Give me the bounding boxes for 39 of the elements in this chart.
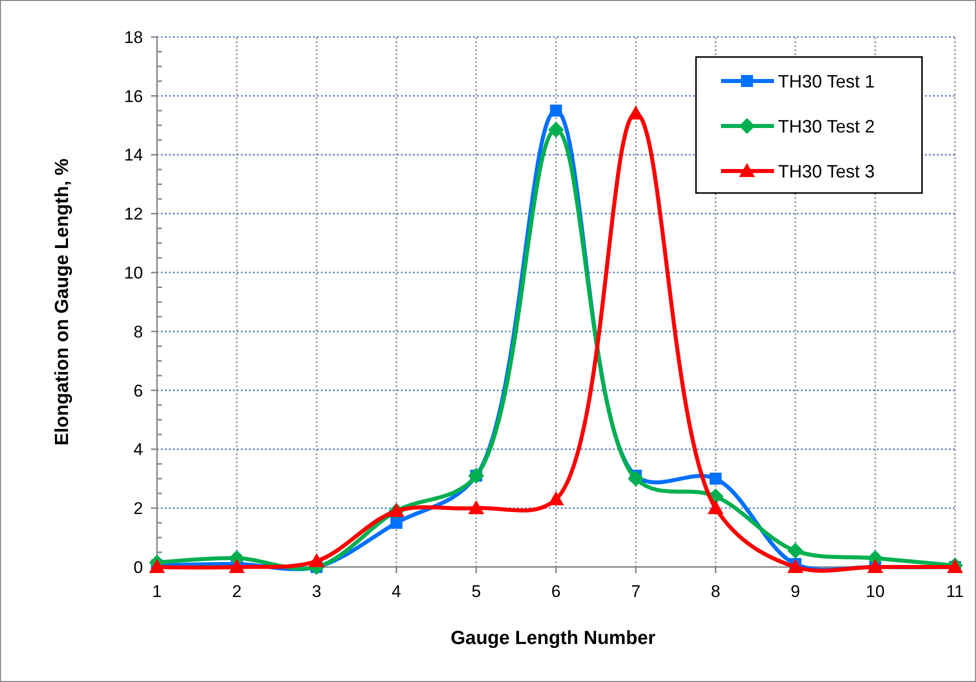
point <box>228 559 245 573</box>
x-tick-label: 10 <box>866 582 885 601</box>
point <box>548 122 564 138</box>
x-tick-label: 9 <box>790 582 800 601</box>
x-tick-label: 1 <box>152 582 162 601</box>
y-tick-label: 16 <box>124 86 143 106</box>
point <box>548 491 564 506</box>
y-tick-label: 8 <box>134 322 143 342</box>
x-tick-label: 6 <box>551 582 561 601</box>
legend-label: TH30 Test 1 <box>778 71 875 92</box>
y-tick-label: 14 <box>124 146 143 165</box>
point <box>708 500 724 514</box>
y-tick-label: 18 <box>124 28 143 47</box>
x-axis-title: Gauge Length Number <box>450 628 656 649</box>
point <box>710 472 722 485</box>
x-tick-label: 8 <box>710 582 720 601</box>
point <box>787 559 804 573</box>
x-tick-label: 11 <box>946 582 964 601</box>
point <box>550 104 562 117</box>
x-tick-label: 7 <box>631 582 641 601</box>
point <box>390 516 402 529</box>
point <box>468 500 484 514</box>
x-tick-label: 4 <box>392 582 402 601</box>
x-tick-label: 2 <box>232 582 242 601</box>
legend-label: TH30 Test 2 <box>778 116 875 136</box>
point <box>628 106 644 120</box>
point <box>787 542 804 559</box>
y-tick-label: 6 <box>134 381 143 400</box>
y-tick-label: 0 <box>134 558 143 577</box>
y-axis-title: Elongation on Gauge Length, % <box>52 158 73 446</box>
point <box>628 470 644 487</box>
point <box>308 553 325 568</box>
y-tick-label: 2 <box>134 499 143 518</box>
y-tick-label: 10 <box>124 264 143 283</box>
y-tick-label: 12 <box>124 204 143 224</box>
y-tick-label: 4 <box>134 440 143 460</box>
x-tick-label: 3 <box>312 582 322 601</box>
legend-label: TH30 Test 3 <box>778 161 875 182</box>
x-tick-label: 5 <box>471 582 481 601</box>
